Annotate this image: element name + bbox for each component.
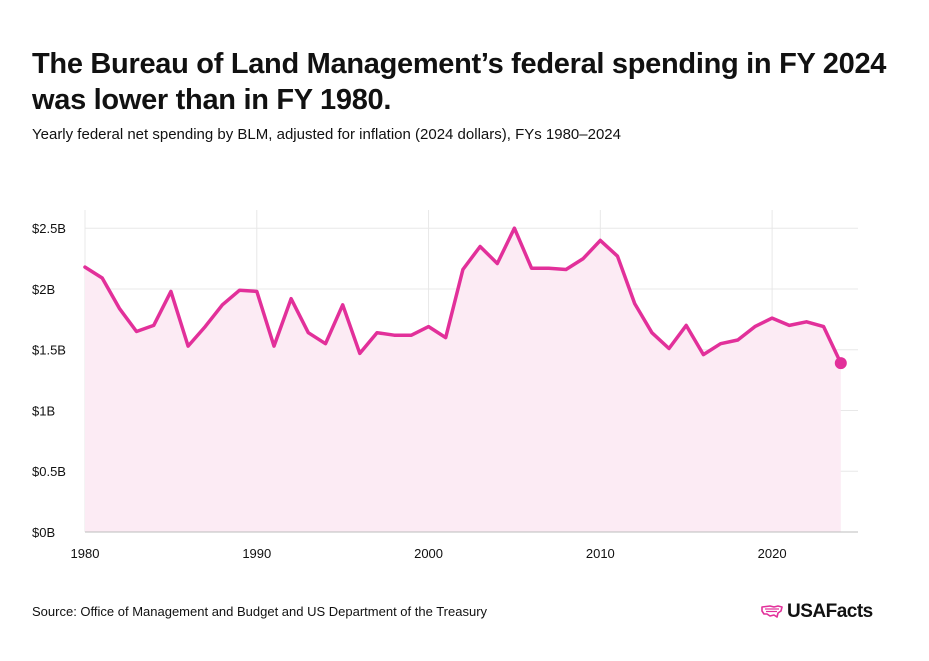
x-tick-label: 1980 [71,546,100,561]
data-point [118,307,121,310]
data-point [393,334,396,337]
data-point [376,331,379,334]
data-point [565,268,568,271]
data-point [307,331,310,334]
data-point [427,325,430,328]
data-point [616,255,619,258]
usafacts-logo: USAFacts [761,601,873,623]
source-note: Source: Office of Management and Budget … [32,604,488,619]
data-point [822,325,825,328]
data-point [169,290,172,293]
data-point [599,239,602,242]
y-tick-label: $2.5B [32,221,66,236]
data-points [84,227,847,370]
data-point [444,336,447,339]
data-point [135,330,138,333]
us-map-icon [761,605,783,618]
data-point [204,325,207,328]
data-point [273,345,276,348]
data-point [736,339,739,342]
data-point [290,297,293,300]
data-point [650,331,653,334]
y-tick-label: $0B [32,525,55,540]
x-tick-label: 1990 [242,546,271,561]
y-tick-label: $1B [32,403,55,418]
data-point [496,262,499,265]
y-tick-label: $0.5B [32,464,66,479]
x-tick-label: 2000 [414,546,443,561]
data-point [479,245,482,248]
data-point [255,290,258,293]
data-point [324,342,327,345]
latest-point-marker [834,357,847,370]
data-point [805,320,808,323]
data-point [753,325,756,328]
chart-subtitle: Yearly federal net spending by BLM, adju… [32,126,621,143]
chart-title: The Bureau of Land Management’s federal … [32,48,887,116]
data-point [513,227,516,230]
data-point [668,347,671,350]
area-fill-path [85,228,841,532]
x-tick-label: 2020 [758,546,787,561]
data-point [187,345,190,348]
data-point [221,303,224,306]
data-point [547,267,550,270]
data-point [788,324,791,327]
data-point [530,267,533,270]
data-point [633,302,636,305]
spending-line [83,226,843,365]
logo-wordmark: USAFacts [787,601,873,622]
data-point [461,268,464,271]
data-point [771,317,774,320]
data-point [152,324,155,327]
data-point [410,334,413,337]
data-point [341,303,344,306]
y-tick-label: $1.5B [32,343,66,358]
data-point [101,277,104,280]
data-point [719,342,722,345]
spending-line-chart: $0B $0.5B $1B $1.5B $2B $2.5B 1980 1990 2000 2010… [32,210,858,561]
data-point [358,352,361,355]
data-point [685,324,688,327]
x-tick-label: 2010 [586,546,615,561]
data-point [84,266,87,269]
series-line [83,226,843,365]
data-point [582,257,585,260]
y-tick-label: $2B [32,282,55,297]
area-fill [85,228,841,532]
axes: $0B $0.5B $1B $1.5B $2B $2.5B 1980 1990 2000 2010… [32,221,858,561]
data-point [702,353,705,356]
data-point [238,289,241,292]
